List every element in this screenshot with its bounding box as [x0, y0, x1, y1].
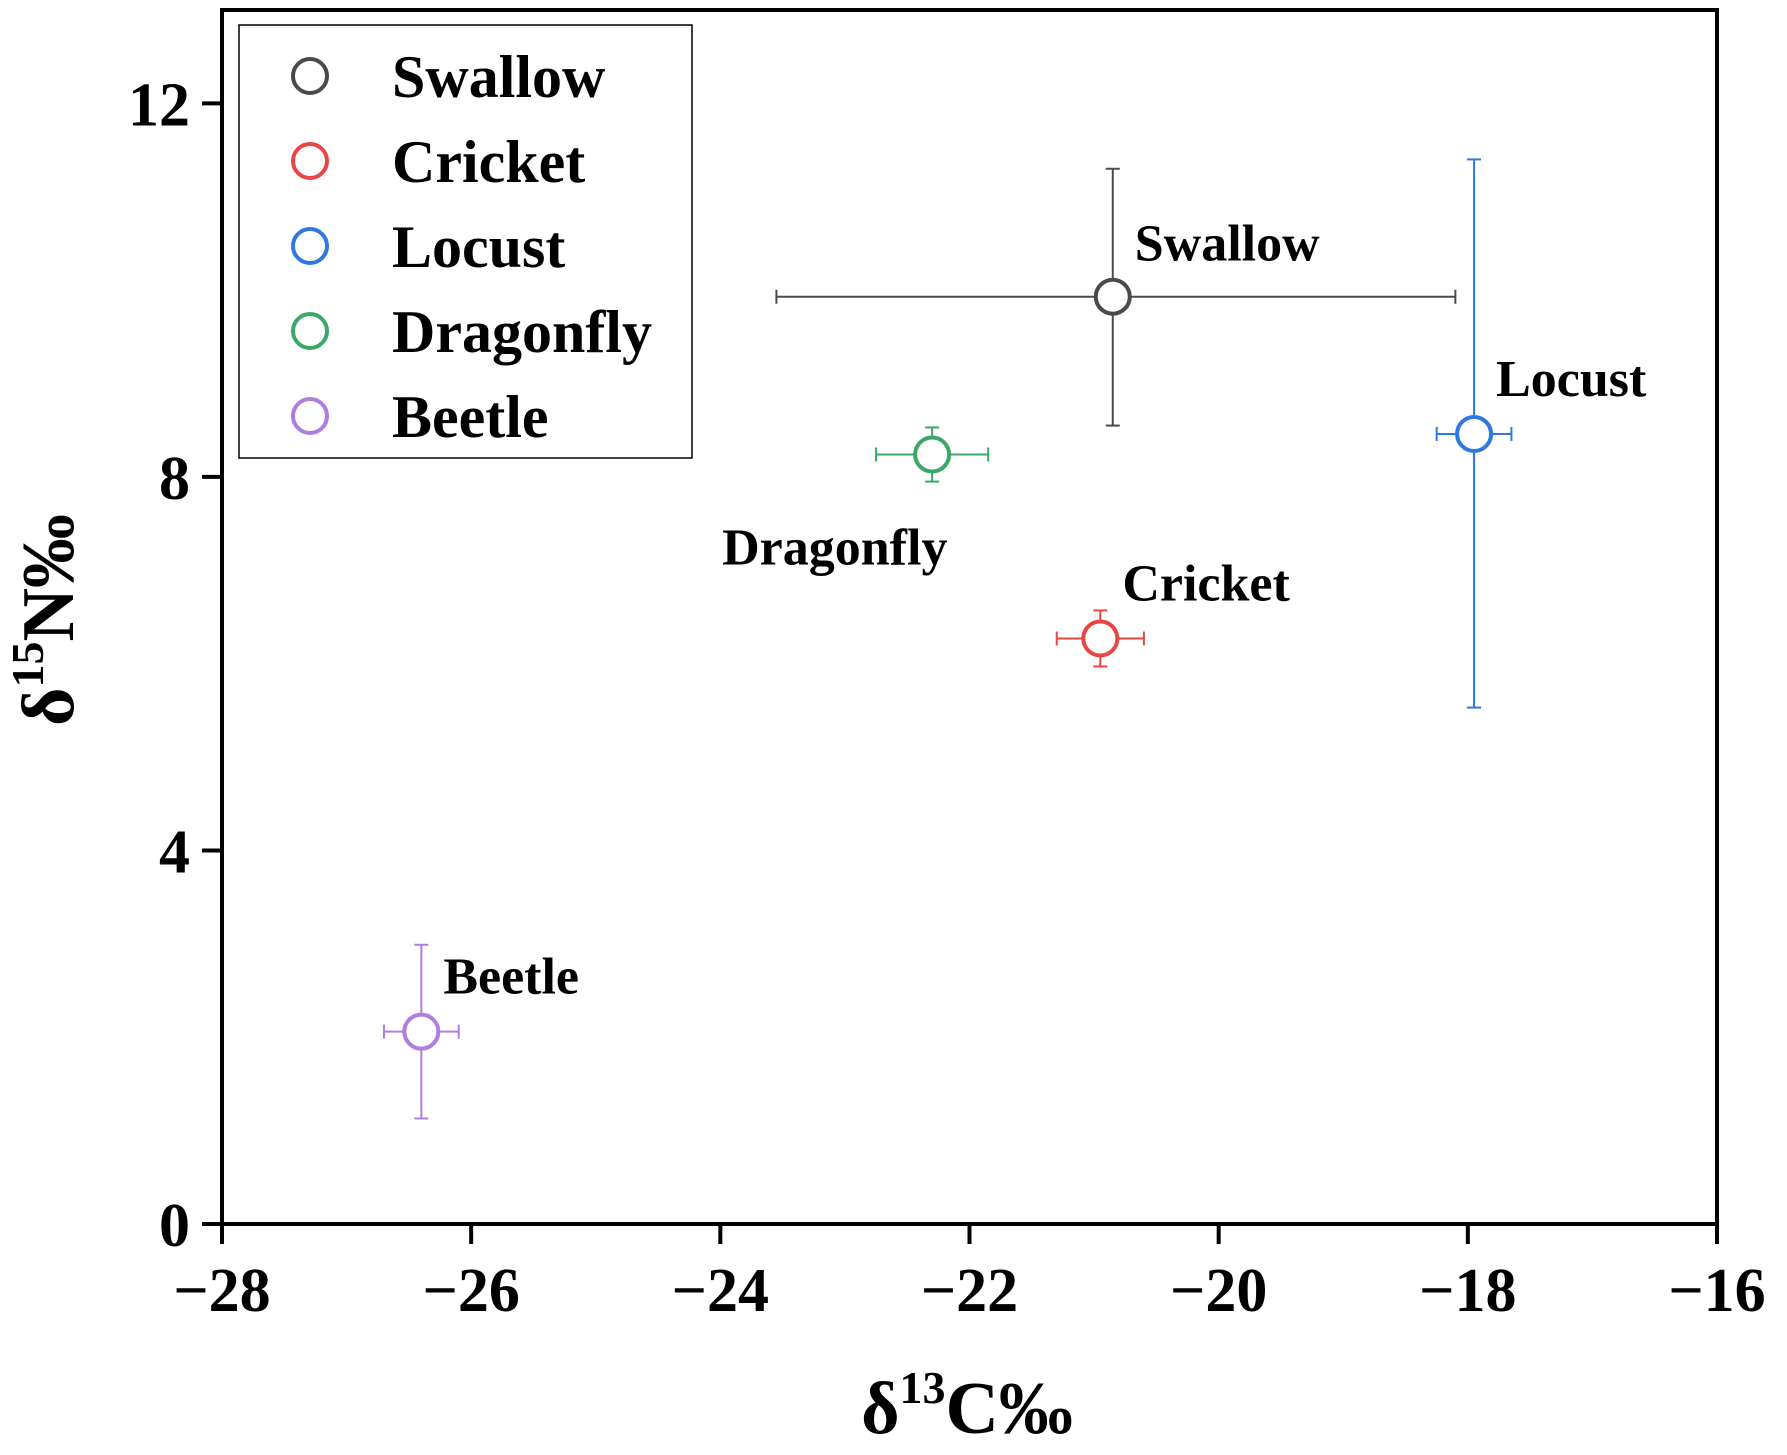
y-axis-title-superscript: 15	[2, 642, 53, 688]
legend: Swallow Cricket Locust Dragonfly Beetle	[238, 24, 693, 459]
x-tick-label: −18	[1419, 1257, 1516, 1325]
legend-label-dragonfly: Dragonfly	[392, 299, 652, 365]
x-axis-title-prefix: δ	[861, 1368, 899, 1450]
data-markers	[402, 277, 1494, 1051]
x-tick-label: −28	[173, 1257, 270, 1325]
y-tick-label: 4	[159, 818, 190, 886]
x-tick-label: −24	[672, 1257, 769, 1325]
legend-label-cricket: Cricket	[392, 129, 585, 195]
point-labels: Swallow Cricket Locust Dragonfly Beetle	[443, 216, 1647, 1006]
y-axis-title-suffix: N‰	[8, 514, 90, 641]
x-axis-title-superscript: 13	[899, 1362, 945, 1413]
marker-dragonfly	[913, 435, 952, 474]
x-axis-title: δ13C‰	[861, 1362, 1073, 1450]
legend-marker-beetle	[291, 397, 329, 435]
axes: −28 −26 −24 −22 −20 −18 −16 0 4 8 12	[128, 71, 1766, 1325]
point-label-dragonfly: Dragonfly	[722, 520, 947, 577]
legend-marker-cricket	[291, 142, 329, 180]
point-label-cricket: Cricket	[1122, 555, 1290, 612]
legend-label-locust: Locust	[392, 214, 565, 280]
marker-swallow	[1093, 277, 1132, 316]
y-axis-title-prefix: δ	[8, 688, 90, 726]
legend-marker-dragonfly	[291, 312, 329, 350]
legend-label-swallow: Swallow	[392, 44, 606, 110]
x-tick-label: −16	[1668, 1257, 1765, 1325]
x-axis-title-suffix: C‰	[945, 1368, 1072, 1450]
marker-locust	[1455, 414, 1494, 453]
point-label-swallow: Swallow	[1135, 216, 1320, 273]
point-label-locust: Locust	[1496, 351, 1647, 408]
y-tick-label: 0	[159, 1192, 190, 1260]
x-tick-label: −22	[921, 1257, 1018, 1325]
legend-label-beetle: Beetle	[392, 384, 549, 450]
point-label-beetle: Beetle	[443, 949, 579, 1006]
x-tick-label: −20	[1170, 1257, 1267, 1325]
marker-beetle	[402, 1012, 441, 1051]
legend-marker-swallow	[291, 57, 329, 95]
y-tick-label: 12	[128, 71, 190, 139]
legend-marker-locust	[291, 227, 329, 265]
x-tick-label: −26	[422, 1257, 519, 1325]
marker-cricket	[1081, 619, 1120, 658]
y-tick-label: 8	[159, 445, 190, 513]
y-axis-title: δ15N‰	[2, 514, 90, 726]
